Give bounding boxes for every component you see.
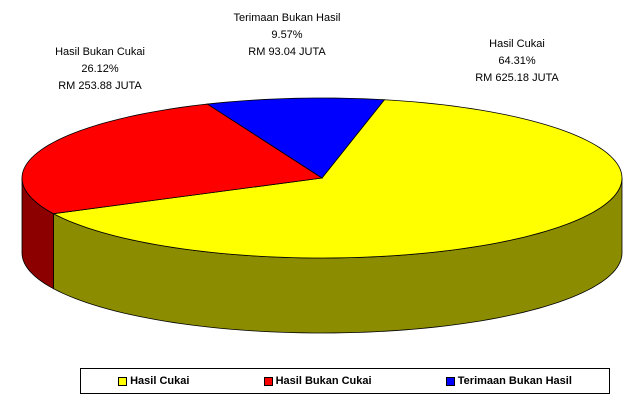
legend-item: Hasil Cukai bbox=[118, 375, 189, 387]
label-amount: RM 253.88 JUTA bbox=[58, 80, 142, 92]
legend-label: Hasil Bukan Cukai bbox=[275, 375, 372, 387]
label-category: Hasil Bukan Cukai bbox=[55, 46, 145, 58]
slice-label: Terimaan Bukan Hasil 9.57% RM 93.04 JUTA bbox=[232, 10, 342, 61]
legend-item: Hasil Bukan Cukai bbox=[263, 375, 372, 387]
slice bbox=[21, 103, 324, 215]
legend-label: Terimaan Bukan Hasil bbox=[457, 375, 572, 387]
legend-label: Hasil Cukai bbox=[130, 375, 190, 387]
label-amount: RM 625.18 JUTA bbox=[475, 72, 559, 84]
slice-label: Hasil Bukan Cukai 26.12% RM 253.88 JUTA bbox=[45, 44, 155, 95]
legend-swatch bbox=[445, 376, 455, 386]
legend-swatch bbox=[263, 376, 273, 386]
slice-label: Hasil Cukai 64.31% RM 625.18 JUTA bbox=[462, 36, 572, 87]
legend-swatch bbox=[118, 376, 128, 386]
slice bbox=[206, 97, 386, 179]
legend-item: Terimaan Bukan Hasil bbox=[445, 375, 572, 387]
label-amount: RM 93.04 JUTA bbox=[248, 46, 326, 58]
label-category: Hasil Cukai bbox=[489, 38, 545, 50]
label-percent: 64.31% bbox=[498, 55, 536, 67]
legend: Hasil Cukai Hasil Bukan Cukai Terimaan Buk… bbox=[80, 368, 610, 394]
label-percent: 9.57% bbox=[271, 29, 303, 41]
label-percent: 26.12% bbox=[81, 63, 119, 75]
slice bbox=[52, 99, 623, 259]
label-category: Terimaan Bukan Hasil bbox=[233, 12, 341, 24]
